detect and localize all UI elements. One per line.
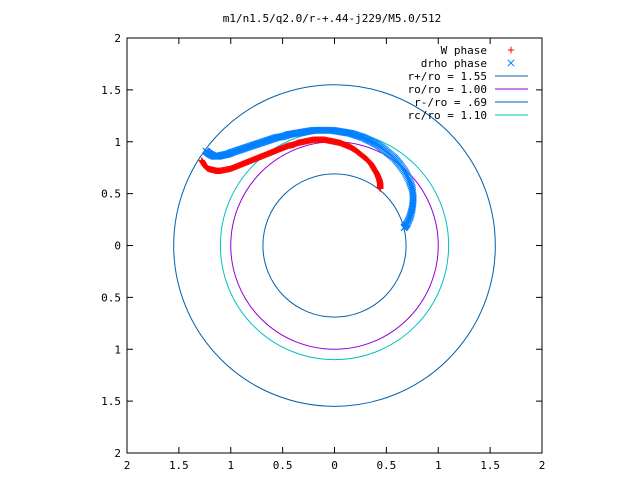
y-tick-label: 1.5 xyxy=(101,84,121,97)
legend-label: W phase xyxy=(441,44,487,57)
circle-r-ro xyxy=(262,173,407,318)
x-tick-label: 1.5 xyxy=(480,459,500,472)
x-tick-label: 0.5 xyxy=(273,459,293,472)
y-tick-label: 0 xyxy=(114,240,121,253)
y-tick-label: 0.5 xyxy=(101,291,121,304)
series-w-phase xyxy=(198,136,384,192)
y-tick-label: 1 xyxy=(114,343,121,356)
legend-label: r-/ro = .69 xyxy=(414,96,487,109)
x-tick-label: 0 xyxy=(331,459,338,472)
data-point xyxy=(376,185,384,192)
chart-title: m1/n1.5/q2.0/r-+.44-j229/M5.0/512 xyxy=(223,12,442,25)
data-point xyxy=(407,208,415,216)
legend-label: drho phase xyxy=(421,57,487,70)
circle-r+ro xyxy=(173,84,496,407)
y-tick-label: 1 xyxy=(114,136,121,149)
legend-label: r+/ro = 1.55 xyxy=(408,70,487,83)
data-point xyxy=(407,211,415,219)
x-tick-label: 0.5 xyxy=(376,459,396,472)
data-series xyxy=(198,126,417,232)
data-point xyxy=(400,224,408,232)
data-point xyxy=(407,210,415,218)
legend-label: rc/ro = 1.10 xyxy=(408,109,487,122)
y-tick-label: 2 xyxy=(114,447,121,460)
legend-marker xyxy=(507,59,515,67)
data-point xyxy=(408,207,416,215)
legend-label: ro/ro = 1.00 xyxy=(408,83,487,96)
legend-marker xyxy=(507,46,515,54)
y-tick-label: 2 xyxy=(114,32,121,45)
x-tick-label: 1 xyxy=(435,459,442,472)
y-tick-label: 1.5 xyxy=(101,395,121,408)
x-tick-label: 2 xyxy=(124,459,131,472)
series-drho-phase xyxy=(202,126,417,232)
x-tick-label: 2 xyxy=(539,459,546,472)
data-point xyxy=(408,204,416,212)
circle-rcro xyxy=(219,130,450,361)
axis-ticks: 2 1.5 1 0.5 0 0.5 1 1.5 221.510.500.511.52 xyxy=(101,32,545,472)
x-tick-label: 1 xyxy=(227,459,234,472)
data-point xyxy=(408,203,417,211)
data-point xyxy=(408,205,416,214)
y-tick-label: 0.5 xyxy=(101,188,121,201)
x-tick-label: 1.5 xyxy=(169,459,189,472)
